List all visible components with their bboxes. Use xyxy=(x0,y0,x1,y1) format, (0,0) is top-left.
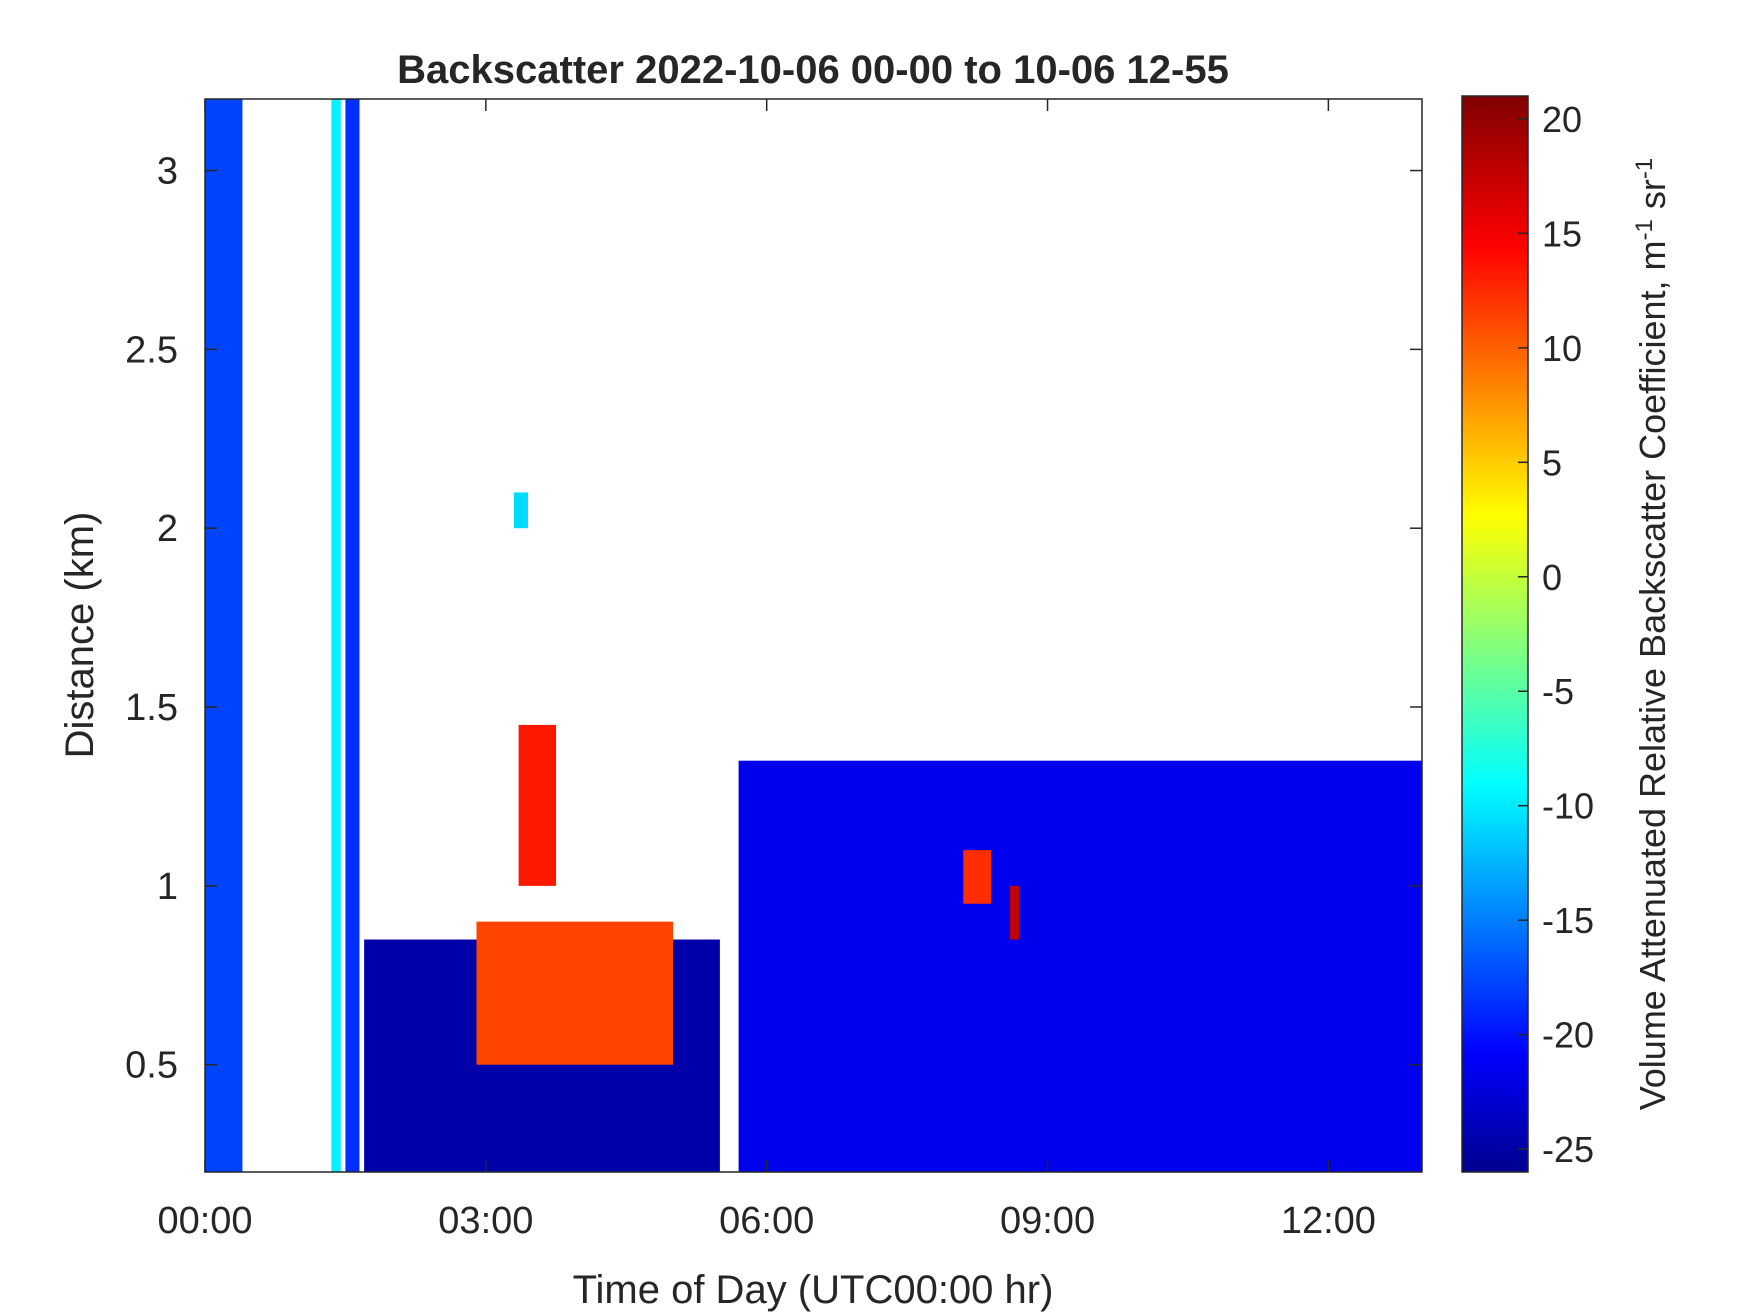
heatmap-region-column-0120 xyxy=(331,99,341,1172)
colorbar-tick-label: -5 xyxy=(1542,671,1574,712)
x-tick-label: 03:00 xyxy=(438,1200,533,1242)
colorbar-tick-label: -25 xyxy=(1542,1129,1594,1170)
colorbar-label-sup1: -1 xyxy=(1631,219,1658,240)
x-axis-label: Time of Day (UTC00:00 hr) xyxy=(573,1268,1054,1312)
y-axis-label: Distance (km) xyxy=(58,512,102,759)
plot-frame xyxy=(204,98,1423,1173)
heatmap-region-rising-feature-0330 xyxy=(518,724,557,886)
colorbar-ticks: 20 15 10 5 0 -5 -10 -15 -20 -25 xyxy=(1518,99,1594,1170)
heatmap-region-plume-0300-0500 xyxy=(476,921,674,1065)
colorbar-label: Volume Attenuated Relative Backscatter C… xyxy=(1631,158,1674,1111)
heatmap-cells xyxy=(205,99,1422,1172)
x-tick-label: 09:00 xyxy=(1000,1200,1095,1242)
colorbar-tick-label: 20 xyxy=(1542,99,1582,140)
heatmap-region-feature-0840 xyxy=(1010,885,1020,940)
y-tick-label: 0.5 xyxy=(125,1045,178,1087)
heatmap-region-blob-0325 xyxy=(513,492,528,529)
y-tick-label: 1 xyxy=(157,866,178,908)
colorbar-tick-label: -10 xyxy=(1542,786,1594,827)
colorbar-tick-label: 0 xyxy=(1542,557,1562,598)
colorbar-tick-label: 15 xyxy=(1542,213,1582,254)
colorbar-label-mid: sr xyxy=(1632,179,1673,219)
x-tick-label: 06:00 xyxy=(719,1200,814,1242)
colorbar-label-main: Volume Attenuated Relative Backscatter C… xyxy=(1632,240,1673,1110)
heatmap-region-layer-0530-1300 xyxy=(738,760,1422,1172)
colorbar-tick-label: 10 xyxy=(1542,328,1582,369)
y-tick-label: 2.5 xyxy=(125,329,178,371)
colorbar xyxy=(1461,95,1529,1173)
heatmap-region-feature-0815 xyxy=(963,850,992,904)
colorbar-tick-label: -15 xyxy=(1542,900,1594,941)
colorbar-label-sup2: -1 xyxy=(1631,158,1658,179)
colorbar-tick-label: 5 xyxy=(1542,442,1562,483)
x-tick-label: 00:00 xyxy=(157,1200,252,1242)
y-axis-ticks: 0.5 1 1.5 2 2.5 3 xyxy=(125,151,1422,1087)
y-tick-label: 1.5 xyxy=(125,687,178,729)
y-tick-label: 2 xyxy=(157,508,178,550)
heatmap-region-column-0000 xyxy=(205,99,243,1172)
y-tick-label: 3 xyxy=(157,151,178,193)
chart-title: Backscatter 2022-10-06 00-00 to 10-06 12… xyxy=(397,48,1229,92)
x-axis-ticks: 00:00 03:00 06:00 09:00 12:00 xyxy=(157,99,1376,1242)
heatmap-region-column-0135 xyxy=(345,99,360,1172)
colorbar-tick-label: -20 xyxy=(1542,1015,1594,1056)
x-tick-label: 12:00 xyxy=(1281,1200,1376,1242)
